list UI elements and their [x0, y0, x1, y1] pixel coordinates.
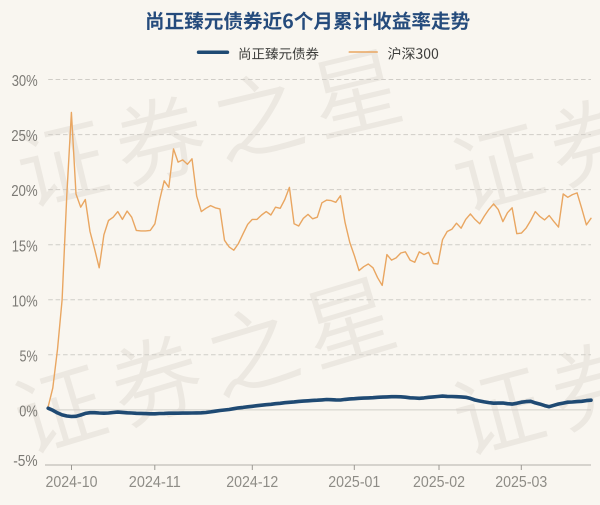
svg-text:25%: 25% [11, 128, 38, 145]
svg-text:30%: 30% [12, 73, 38, 90]
svg-text:5%: 5% [20, 348, 38, 365]
svg-text:2024-10: 2024-10 [46, 474, 98, 491]
svg-text:2025-02: 2025-02 [413, 474, 465, 491]
svg-text:0%: 0% [19, 404, 38, 421]
svg-text:2024-12: 2024-12 [226, 474, 278, 491]
svg-text:-5%: -5% [13, 453, 38, 470]
svg-text:2025-03: 2025-03 [495, 474, 547, 491]
svg-text:20%: 20% [11, 183, 38, 200]
svg-text:2025-01: 2025-01 [328, 474, 380, 491]
svg-text:2024-11: 2024-11 [129, 474, 181, 491]
svg-text:10%: 10% [12, 293, 38, 310]
svg-text:15%: 15% [12, 238, 38, 255]
